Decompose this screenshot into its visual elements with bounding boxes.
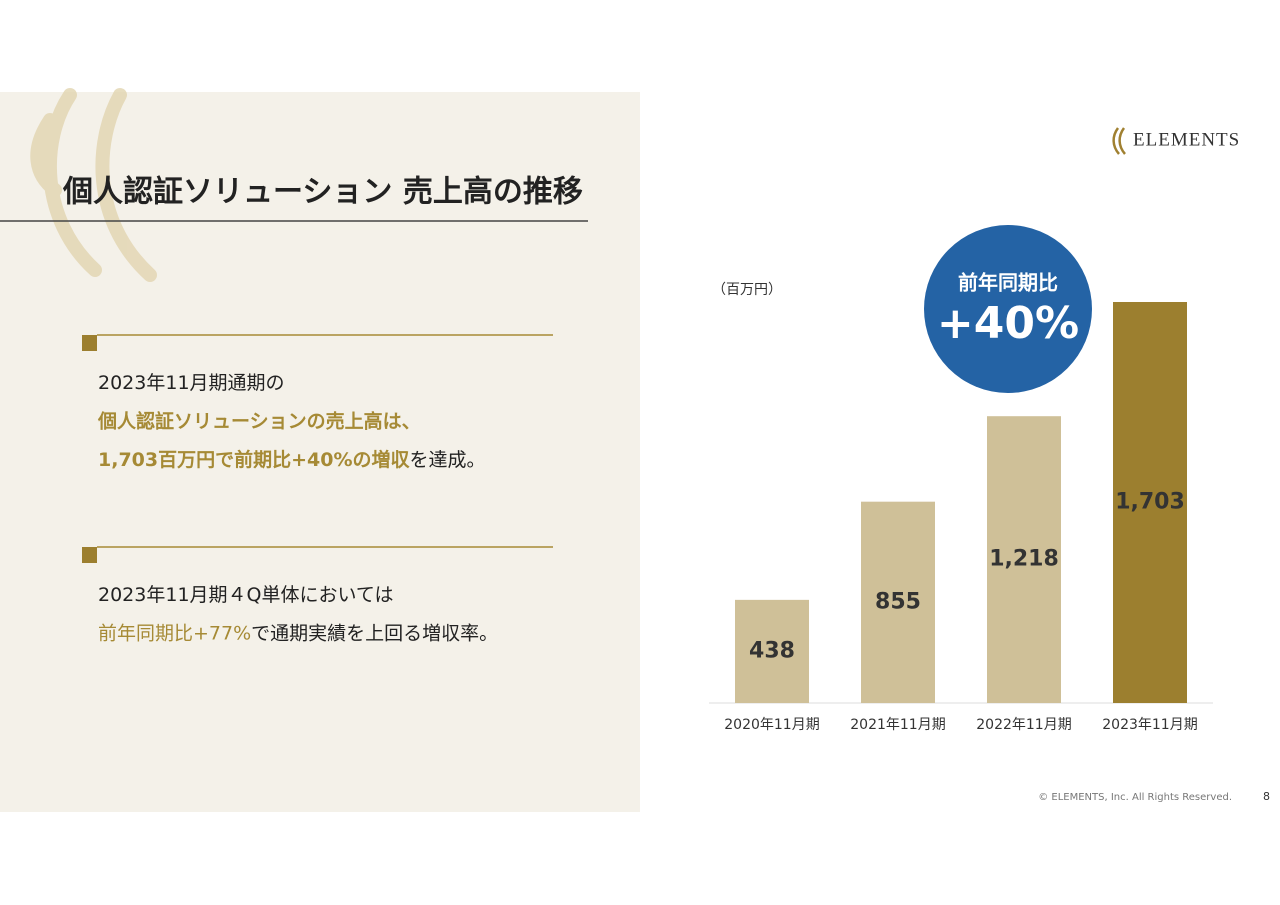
point-text: 1,703百万円で前期比+40%の増収 [98, 448, 410, 471]
logo-text: ELEMENTS [1133, 129, 1240, 150]
point-line: 2023年11月期４Q単体においては [98, 584, 394, 606]
copyright: © ELEMENTS, Inc. All Rights Reserved. [1038, 792, 1232, 803]
bar [987, 416, 1061, 703]
value-label: 1,703 [1115, 490, 1185, 515]
decor-swirl [30, 88, 157, 282]
x-tick-label: 2022年11月期 [976, 717, 1071, 733]
bar [861, 501, 935, 703]
point-line: 1,703百万円で前期比+40%の増収を達成。 [98, 448, 486, 471]
point-text: 前年同期比+77% [98, 622, 251, 644]
point-text: 2023年11月期通期の [98, 372, 285, 394]
x-tick-label: 2023年11月期 [1102, 717, 1197, 733]
x-tick-label: 2021年11月期 [850, 717, 945, 733]
point-line: 2023年11月期通期の [98, 372, 285, 394]
logo: ELEMENTS [1112, 127, 1240, 155]
value-label: 855 [875, 589, 921, 614]
bullet-square [82, 335, 97, 351]
x-tick-label: 2020年11月期 [724, 717, 819, 733]
point-text: 2023年11月期４Q単体においては [98, 584, 394, 606]
point-text: で通期実績を上回る増収率。 [251, 622, 498, 644]
bar [735, 599, 809, 703]
point-line: 個人認証ソリューションの売上高は、 [97, 409, 421, 432]
bar [1113, 302, 1187, 703]
annotation-value: +40% [937, 298, 1079, 349]
annotation-badge [924, 225, 1092, 393]
point-line: 前年同期比+77%で通期実績を上回る増収率。 [98, 622, 498, 644]
annotation-title: 前年同期比 [958, 271, 1058, 295]
page-number: 8 [1263, 790, 1270, 803]
slide-title: 個人認証ソリューション 売上高の推移 [62, 175, 583, 210]
bullet-square [82, 547, 97, 563]
value-label: 1,218 [989, 547, 1059, 572]
logo-mark [1112, 127, 1126, 155]
point-text: を達成。 [410, 449, 486, 471]
unit-label: （百万円） [712, 282, 782, 298]
point-text: 個人認証ソリューションの売上高は、 [97, 409, 421, 432]
value-label: 438 [749, 638, 795, 663]
